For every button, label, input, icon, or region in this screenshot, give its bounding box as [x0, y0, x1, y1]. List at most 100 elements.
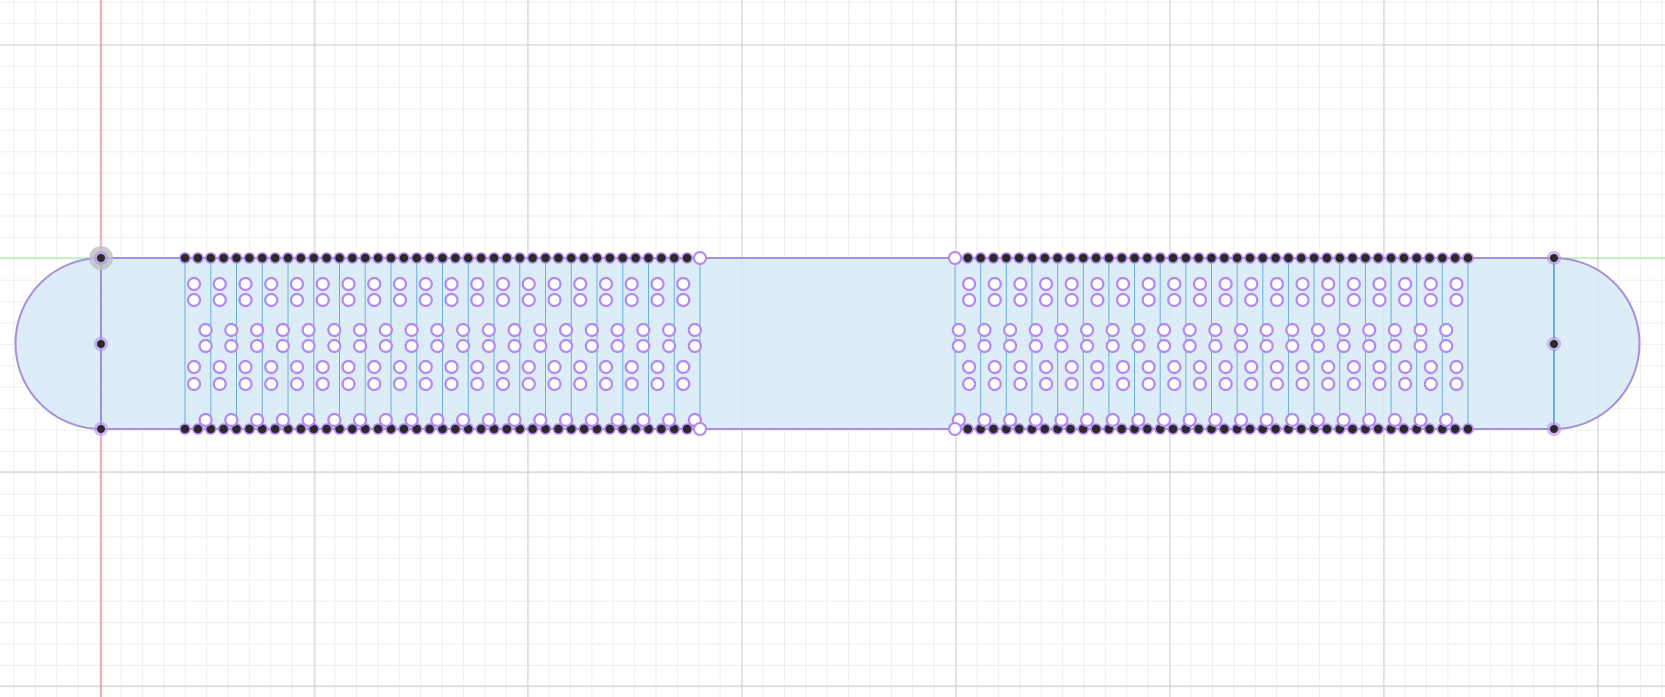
pattern-hole[interactable]: [1413, 412, 1428, 428]
pattern-hole[interactable]: [1387, 338, 1402, 354]
pattern-edge-point[interactable]: [1115, 252, 1128, 264]
pattern-edge-point[interactable]: [423, 423, 436, 435]
pattern-hole[interactable]: [418, 276, 433, 292]
pattern-hole[interactable]: [327, 338, 342, 354]
pattern-edge-point[interactable]: [1462, 252, 1474, 264]
pattern-edge-point[interactable]: [320, 252, 333, 264]
pattern-hole[interactable]: [507, 338, 522, 354]
pattern-hole[interactable]: [1141, 292, 1156, 308]
pattern-hole[interactable]: [212, 376, 227, 392]
pattern-hole[interactable]: [1439, 412, 1454, 428]
pattern-hole[interactable]: [987, 359, 1002, 375]
pattern-hole[interactable]: [341, 359, 356, 375]
pattern-hole[interactable]: [1244, 359, 1259, 375]
pattern-hole[interactable]: [456, 322, 471, 338]
pattern-hole[interactable]: [977, 338, 992, 354]
pattern-edge-point[interactable]: [1154, 252, 1166, 264]
pattern-edge-point[interactable]: [514, 252, 526, 264]
pattern-hole[interactable]: [1054, 338, 1069, 354]
pattern-edge-point[interactable]: [552, 252, 565, 264]
pattern-hole[interactable]: [1310, 412, 1326, 428]
pattern-edge-point[interactable]: [526, 252, 539, 264]
pattern-hole[interactable]: [547, 292, 562, 308]
pattern-edge-point[interactable]: [1090, 252, 1102, 264]
pattern-hole[interactable]: [1423, 359, 1438, 375]
pattern-edge-point[interactable]: [1051, 252, 1064, 264]
pattern-hole[interactable]: [470, 276, 485, 292]
pattern-edge-point[interactable]: [578, 423, 590, 435]
pattern-hole[interactable]: [1167, 292, 1182, 308]
pattern-hole[interactable]: [301, 338, 316, 354]
pattern-edge-point[interactable]: [681, 252, 693, 264]
pattern-hole[interactable]: [212, 292, 227, 308]
pattern-hole[interactable]: [661, 412, 677, 428]
pattern-hole[interactable]: [1244, 276, 1259, 292]
pattern-hole[interactable]: [327, 412, 342, 428]
pattern-edge-point[interactable]: [1218, 252, 1231, 264]
pattern-hole[interactable]: [1346, 376, 1361, 392]
pattern-hole[interactable]: [1413, 338, 1428, 354]
pattern-edge-point[interactable]: [1334, 252, 1346, 264]
pattern-edge-point[interactable]: [1064, 252, 1077, 264]
pattern-hole[interactable]: [1310, 338, 1326, 354]
pattern-hole[interactable]: [1090, 359, 1105, 375]
pattern-edge-point[interactable]: [1218, 423, 1231, 435]
pattern-hole[interactable]: [430, 338, 445, 354]
pattern-hole[interactable]: [264, 292, 279, 308]
pattern-edge-point[interactable]: [1013, 252, 1025, 264]
pattern-hole[interactable]: [676, 376, 691, 392]
pattern-hole[interactable]: [1038, 376, 1054, 392]
pattern-edge-point[interactable]: [1385, 252, 1397, 264]
pattern-edge-point[interactable]: [217, 252, 230, 264]
pattern-hole[interactable]: [186, 292, 202, 308]
pattern-edge-point[interactable]: [308, 252, 320, 264]
pattern-edge-point[interactable]: [642, 252, 655, 264]
pattern-edge-point[interactable]: [295, 252, 307, 264]
pattern-hole[interactable]: [1038, 359, 1054, 375]
pattern-edge-point[interactable]: [1103, 252, 1115, 264]
pattern-hole[interactable]: [1064, 359, 1079, 375]
pattern-edge-point[interactable]: [655, 423, 668, 435]
pattern-hole[interactable]: [224, 322, 239, 338]
pattern-hole[interactable]: [1182, 412, 1197, 428]
pattern-hole[interactable]: [264, 376, 279, 392]
pattern-edge-point[interactable]: [1423, 252, 1436, 264]
pattern-hole[interactable]: [1336, 412, 1351, 428]
pattern-edge-point[interactable]: [295, 423, 307, 435]
pattern-hole[interactable]: [1013, 359, 1028, 375]
coincident-constraint-icon[interactable]: [693, 251, 707, 265]
pattern-edge-point[interactable]: [1141, 423, 1154, 435]
pattern-hole[interactable]: [1372, 276, 1387, 292]
slot-right-top-point[interactable]: [1550, 254, 1558, 262]
pattern-edge-point[interactable]: [282, 252, 294, 264]
pattern-edge-point[interactable]: [462, 252, 474, 264]
pattern-hole[interactable]: [1398, 376, 1413, 392]
pattern-hole[interactable]: [624, 359, 639, 375]
pattern-hole[interactable]: [1141, 359, 1156, 375]
pattern-hole[interactable]: [238, 292, 253, 308]
pattern-edge-point[interactable]: [372, 423, 384, 435]
pattern-hole[interactable]: [353, 338, 368, 354]
pattern-hole[interactable]: [367, 359, 382, 375]
pattern-edge-point[interactable]: [987, 252, 1000, 264]
pattern-edge-point[interactable]: [962, 423, 974, 435]
pattern-hole[interactable]: [392, 376, 408, 392]
pattern-hole[interactable]: [1285, 322, 1300, 338]
pattern-hole[interactable]: [584, 338, 599, 354]
pattern-hole[interactable]: [392, 359, 408, 375]
pattern-hole[interactable]: [624, 376, 639, 392]
pattern-edge-point[interactable]: [591, 252, 603, 264]
pattern-edge-point[interactable]: [1013, 423, 1025, 435]
pattern-edge-point[interactable]: [552, 423, 565, 435]
pattern-hole[interactable]: [264, 276, 279, 292]
pattern-hole[interactable]: [1064, 376, 1079, 392]
pattern-hole[interactable]: [1372, 359, 1387, 375]
pattern-hole[interactable]: [495, 359, 511, 375]
pattern-hole[interactable]: [444, 359, 459, 375]
pattern-hole[interactable]: [444, 276, 459, 292]
pattern-edge-point[interactable]: [1039, 252, 1051, 264]
pattern-hole[interactable]: [507, 412, 522, 428]
pattern-hole[interactable]: [1218, 376, 1233, 392]
pattern-hole[interactable]: [1449, 276, 1464, 292]
pattern-hole[interactable]: [1372, 292, 1387, 308]
